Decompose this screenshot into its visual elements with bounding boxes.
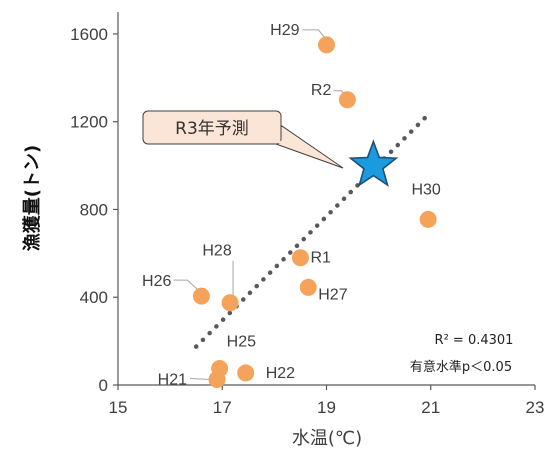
trendline-dotted bbox=[193, 115, 428, 349]
r-squared-label: R² = 0.4301 bbox=[435, 333, 514, 348]
data-point-h30 bbox=[419, 210, 437, 228]
significance-label: 有意水準p＜0.05 bbox=[410, 359, 512, 375]
y-tick-label: 1600 bbox=[70, 25, 108, 44]
label-leader-lines bbox=[173, 29, 348, 381]
forecast-star bbox=[348, 139, 399, 187]
data-point-h21 bbox=[208, 371, 226, 389]
x-tick-label: 21 bbox=[421, 398, 440, 417]
y-tick-labels: 0 400 800 1200 1600 bbox=[70, 25, 118, 395]
point-label-h21: H21 bbox=[158, 372, 187, 389]
x-axis-title: 水温(℃) bbox=[292, 428, 362, 449]
x-tick-labels: 15 17 19 21 23 bbox=[109, 385, 545, 417]
x-tick-label: 23 bbox=[526, 398, 545, 417]
data-point-h27 bbox=[299, 278, 317, 296]
forecast-marker bbox=[348, 139, 399, 187]
x-tick-label: 17 bbox=[213, 398, 232, 417]
point-label-r2: R2 bbox=[311, 82, 332, 99]
point-label-h25: H25 bbox=[227, 334, 256, 351]
point-label-h26: H26 bbox=[142, 273, 171, 290]
trendline bbox=[193, 115, 428, 349]
data-point-h22 bbox=[237, 364, 255, 382]
data-point-r2 bbox=[338, 91, 356, 109]
data-point-h28 bbox=[221, 294, 239, 312]
leader-line bbox=[302, 29, 327, 41]
y-tick-label: 1200 bbox=[70, 113, 108, 132]
y-tick-label: 800 bbox=[80, 200, 108, 219]
point-label-h29: H29 bbox=[270, 22, 299, 39]
x-tick-label: 19 bbox=[317, 398, 336, 417]
point-label-h22: H22 bbox=[266, 365, 295, 382]
leader-line bbox=[173, 279, 202, 294]
point-label-h27: H27 bbox=[318, 286, 347, 303]
data-points bbox=[192, 36, 437, 389]
point-label-h28: H28 bbox=[202, 243, 231, 260]
point-labels: H29 R2 H30 R1 H27 H28 H26 H25 H22 H21 bbox=[142, 22, 441, 389]
forecast-callout: R3年予測 bbox=[142, 110, 344, 169]
point-label-r1: R1 bbox=[310, 250, 331, 267]
callout-box bbox=[142, 110, 282, 145]
point-label-h30: H30 bbox=[411, 181, 440, 198]
y-tick-label: 0 bbox=[99, 376, 108, 395]
leader-line bbox=[190, 378, 212, 381]
x-tick-label: 15 bbox=[109, 398, 128, 417]
callout-label: R3年予測 bbox=[175, 119, 249, 139]
data-point-h29 bbox=[318, 36, 335, 54]
data-point-r1 bbox=[291, 249, 309, 267]
y-axis-title: 漁獲量(トン) bbox=[21, 145, 43, 251]
y-tick-label: 400 bbox=[80, 288, 108, 307]
data-point-h26 bbox=[192, 287, 210, 305]
